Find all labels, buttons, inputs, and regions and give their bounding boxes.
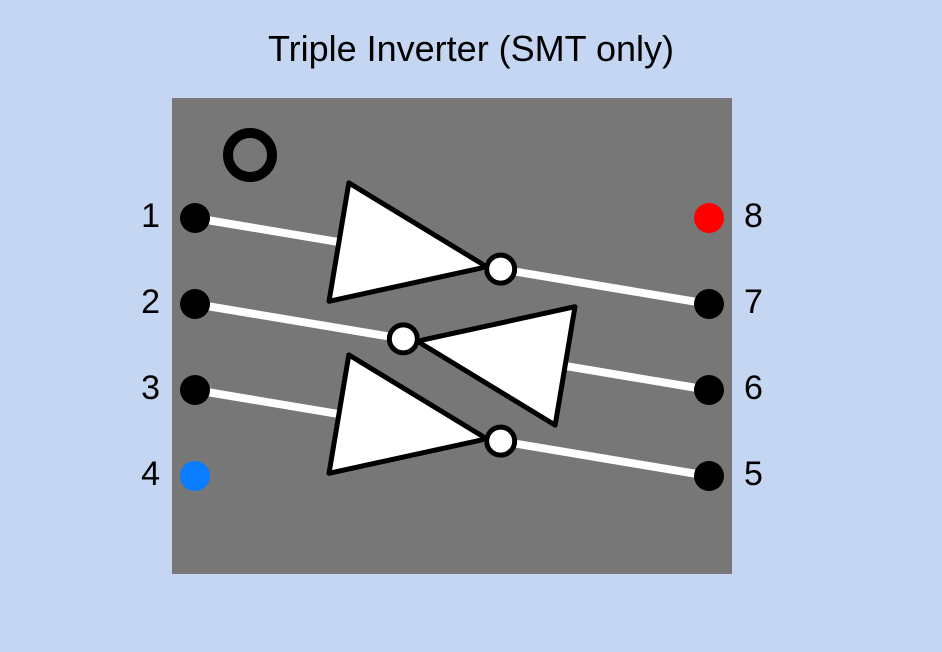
pin-2: [180, 289, 210, 319]
pin-7-label: 7: [744, 283, 763, 321]
diagram-svg: 1 2 3 4 5 6 7 8: [0, 0, 942, 652]
pin-8: [694, 203, 724, 233]
pin-5: [694, 461, 724, 491]
pin-1-label: 1: [141, 197, 160, 235]
pin-3: [180, 375, 210, 405]
inverter-C-bubble-icon: [487, 427, 515, 455]
pin-3-label: 3: [141, 369, 160, 407]
pin-6: [694, 375, 724, 405]
pin-2-label: 2: [141, 283, 160, 321]
pin-4: [180, 461, 210, 491]
pin-4-label: 4: [141, 455, 160, 493]
inverter-B-bubble-icon: [389, 325, 417, 353]
pin-7: [694, 289, 724, 319]
pin-8-label: 8: [744, 197, 763, 235]
pin-6-label: 6: [744, 369, 763, 407]
pin-1: [180, 203, 210, 233]
pin-5-label: 5: [744, 455, 763, 493]
inverter-A-bubble-icon: [487, 255, 515, 283]
